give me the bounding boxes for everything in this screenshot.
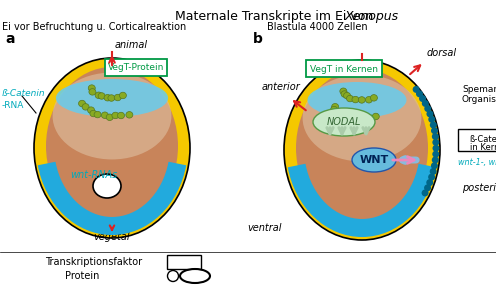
Ellipse shape <box>56 79 168 117</box>
Text: Transkriptionsfaktor: Transkriptionsfaktor <box>45 257 142 267</box>
Text: animal: animal <box>115 40 148 50</box>
Text: -RNA: -RNA <box>2 101 24 111</box>
Text: VegT in Kernen: VegT in Kernen <box>310 65 378 74</box>
Ellipse shape <box>433 151 439 158</box>
Text: Blastula 4000 Zellen: Blastula 4000 Zellen <box>267 22 368 32</box>
Ellipse shape <box>94 111 101 118</box>
Ellipse shape <box>88 85 95 91</box>
Ellipse shape <box>106 114 113 120</box>
Ellipse shape <box>341 91 348 97</box>
Ellipse shape <box>424 184 431 191</box>
Ellipse shape <box>431 127 438 134</box>
Ellipse shape <box>112 112 119 119</box>
Text: ventral: ventral <box>247 223 282 233</box>
Ellipse shape <box>422 190 429 196</box>
Ellipse shape <box>101 112 108 118</box>
Ellipse shape <box>340 88 347 94</box>
Text: b: b <box>253 32 263 46</box>
Ellipse shape <box>427 110 434 118</box>
Text: in Kernen: in Kernen <box>470 144 496 152</box>
Text: Organisator: Organisator <box>462 95 496 104</box>
Ellipse shape <box>108 95 115 101</box>
Ellipse shape <box>82 104 89 110</box>
Ellipse shape <box>98 93 105 99</box>
Ellipse shape <box>364 116 371 122</box>
Ellipse shape <box>93 174 121 198</box>
Ellipse shape <box>358 97 365 103</box>
FancyBboxPatch shape <box>306 60 382 77</box>
Text: NODAL: NODAL <box>327 117 361 127</box>
Ellipse shape <box>120 92 126 99</box>
Text: wnt-1-, wnt-11-RNA: wnt-1-, wnt-11-RNA <box>458 158 496 167</box>
Ellipse shape <box>331 106 338 113</box>
Ellipse shape <box>433 145 439 152</box>
Ellipse shape <box>303 74 422 161</box>
Text: Ei vor Befruchtung u. Corticalreaktion: Ei vor Befruchtung u. Corticalreaktion <box>2 22 186 32</box>
Ellipse shape <box>366 97 372 103</box>
Text: dorsal: dorsal <box>427 48 457 58</box>
Ellipse shape <box>371 94 377 101</box>
Ellipse shape <box>433 139 439 146</box>
Text: WNT: WNT <box>360 155 389 165</box>
Ellipse shape <box>352 148 396 172</box>
Text: Spemann-: Spemann- <box>462 86 496 94</box>
Text: Xenopus: Xenopus <box>345 10 399 23</box>
Ellipse shape <box>78 100 85 107</box>
Ellipse shape <box>308 82 407 118</box>
Ellipse shape <box>432 156 439 164</box>
Ellipse shape <box>284 60 440 240</box>
Ellipse shape <box>313 108 375 136</box>
Ellipse shape <box>432 133 439 140</box>
Ellipse shape <box>413 86 420 93</box>
Ellipse shape <box>34 58 190 238</box>
Text: VegT-Protein: VegT-Protein <box>108 63 164 72</box>
Text: ß-Catenin: ß-Catenin <box>470 135 496 144</box>
Ellipse shape <box>104 94 111 101</box>
Ellipse shape <box>90 110 97 117</box>
Ellipse shape <box>53 73 172 159</box>
Text: wnt-RNAs: wnt-RNAs <box>70 170 118 180</box>
Ellipse shape <box>335 109 342 115</box>
Ellipse shape <box>424 105 431 112</box>
Ellipse shape <box>180 269 210 283</box>
Ellipse shape <box>430 168 436 175</box>
Ellipse shape <box>352 115 359 122</box>
Ellipse shape <box>95 92 102 98</box>
Ellipse shape <box>118 112 124 119</box>
Text: vegetal: vegetal <box>94 232 130 242</box>
Text: Protein: Protein <box>65 271 99 281</box>
Ellipse shape <box>428 173 435 181</box>
Ellipse shape <box>126 112 133 118</box>
Ellipse shape <box>339 112 346 118</box>
Ellipse shape <box>347 95 354 102</box>
Ellipse shape <box>344 92 351 99</box>
Ellipse shape <box>114 94 121 101</box>
Text: posterior: posterior <box>462 183 496 193</box>
Ellipse shape <box>343 114 351 120</box>
Ellipse shape <box>88 107 95 113</box>
Ellipse shape <box>168 271 179 281</box>
Text: ß-Catenin: ß-Catenin <box>2 89 46 98</box>
Ellipse shape <box>358 115 365 121</box>
Ellipse shape <box>46 67 178 225</box>
Ellipse shape <box>368 115 374 122</box>
Ellipse shape <box>372 113 379 120</box>
FancyBboxPatch shape <box>105 59 167 76</box>
Ellipse shape <box>431 162 438 169</box>
Ellipse shape <box>352 96 359 103</box>
Ellipse shape <box>89 89 96 95</box>
Text: Maternale Transkripte im Ei von: Maternale Transkripte im Ei von <box>175 10 377 23</box>
Ellipse shape <box>416 90 423 97</box>
Ellipse shape <box>426 179 434 186</box>
Ellipse shape <box>422 100 429 107</box>
Ellipse shape <box>332 103 339 110</box>
FancyBboxPatch shape <box>458 129 496 151</box>
FancyBboxPatch shape <box>167 255 201 269</box>
Text: anterior: anterior <box>262 82 301 92</box>
Ellipse shape <box>428 116 435 123</box>
Ellipse shape <box>419 95 426 102</box>
Ellipse shape <box>430 121 437 129</box>
Text: a: a <box>5 32 14 46</box>
Ellipse shape <box>296 69 428 227</box>
